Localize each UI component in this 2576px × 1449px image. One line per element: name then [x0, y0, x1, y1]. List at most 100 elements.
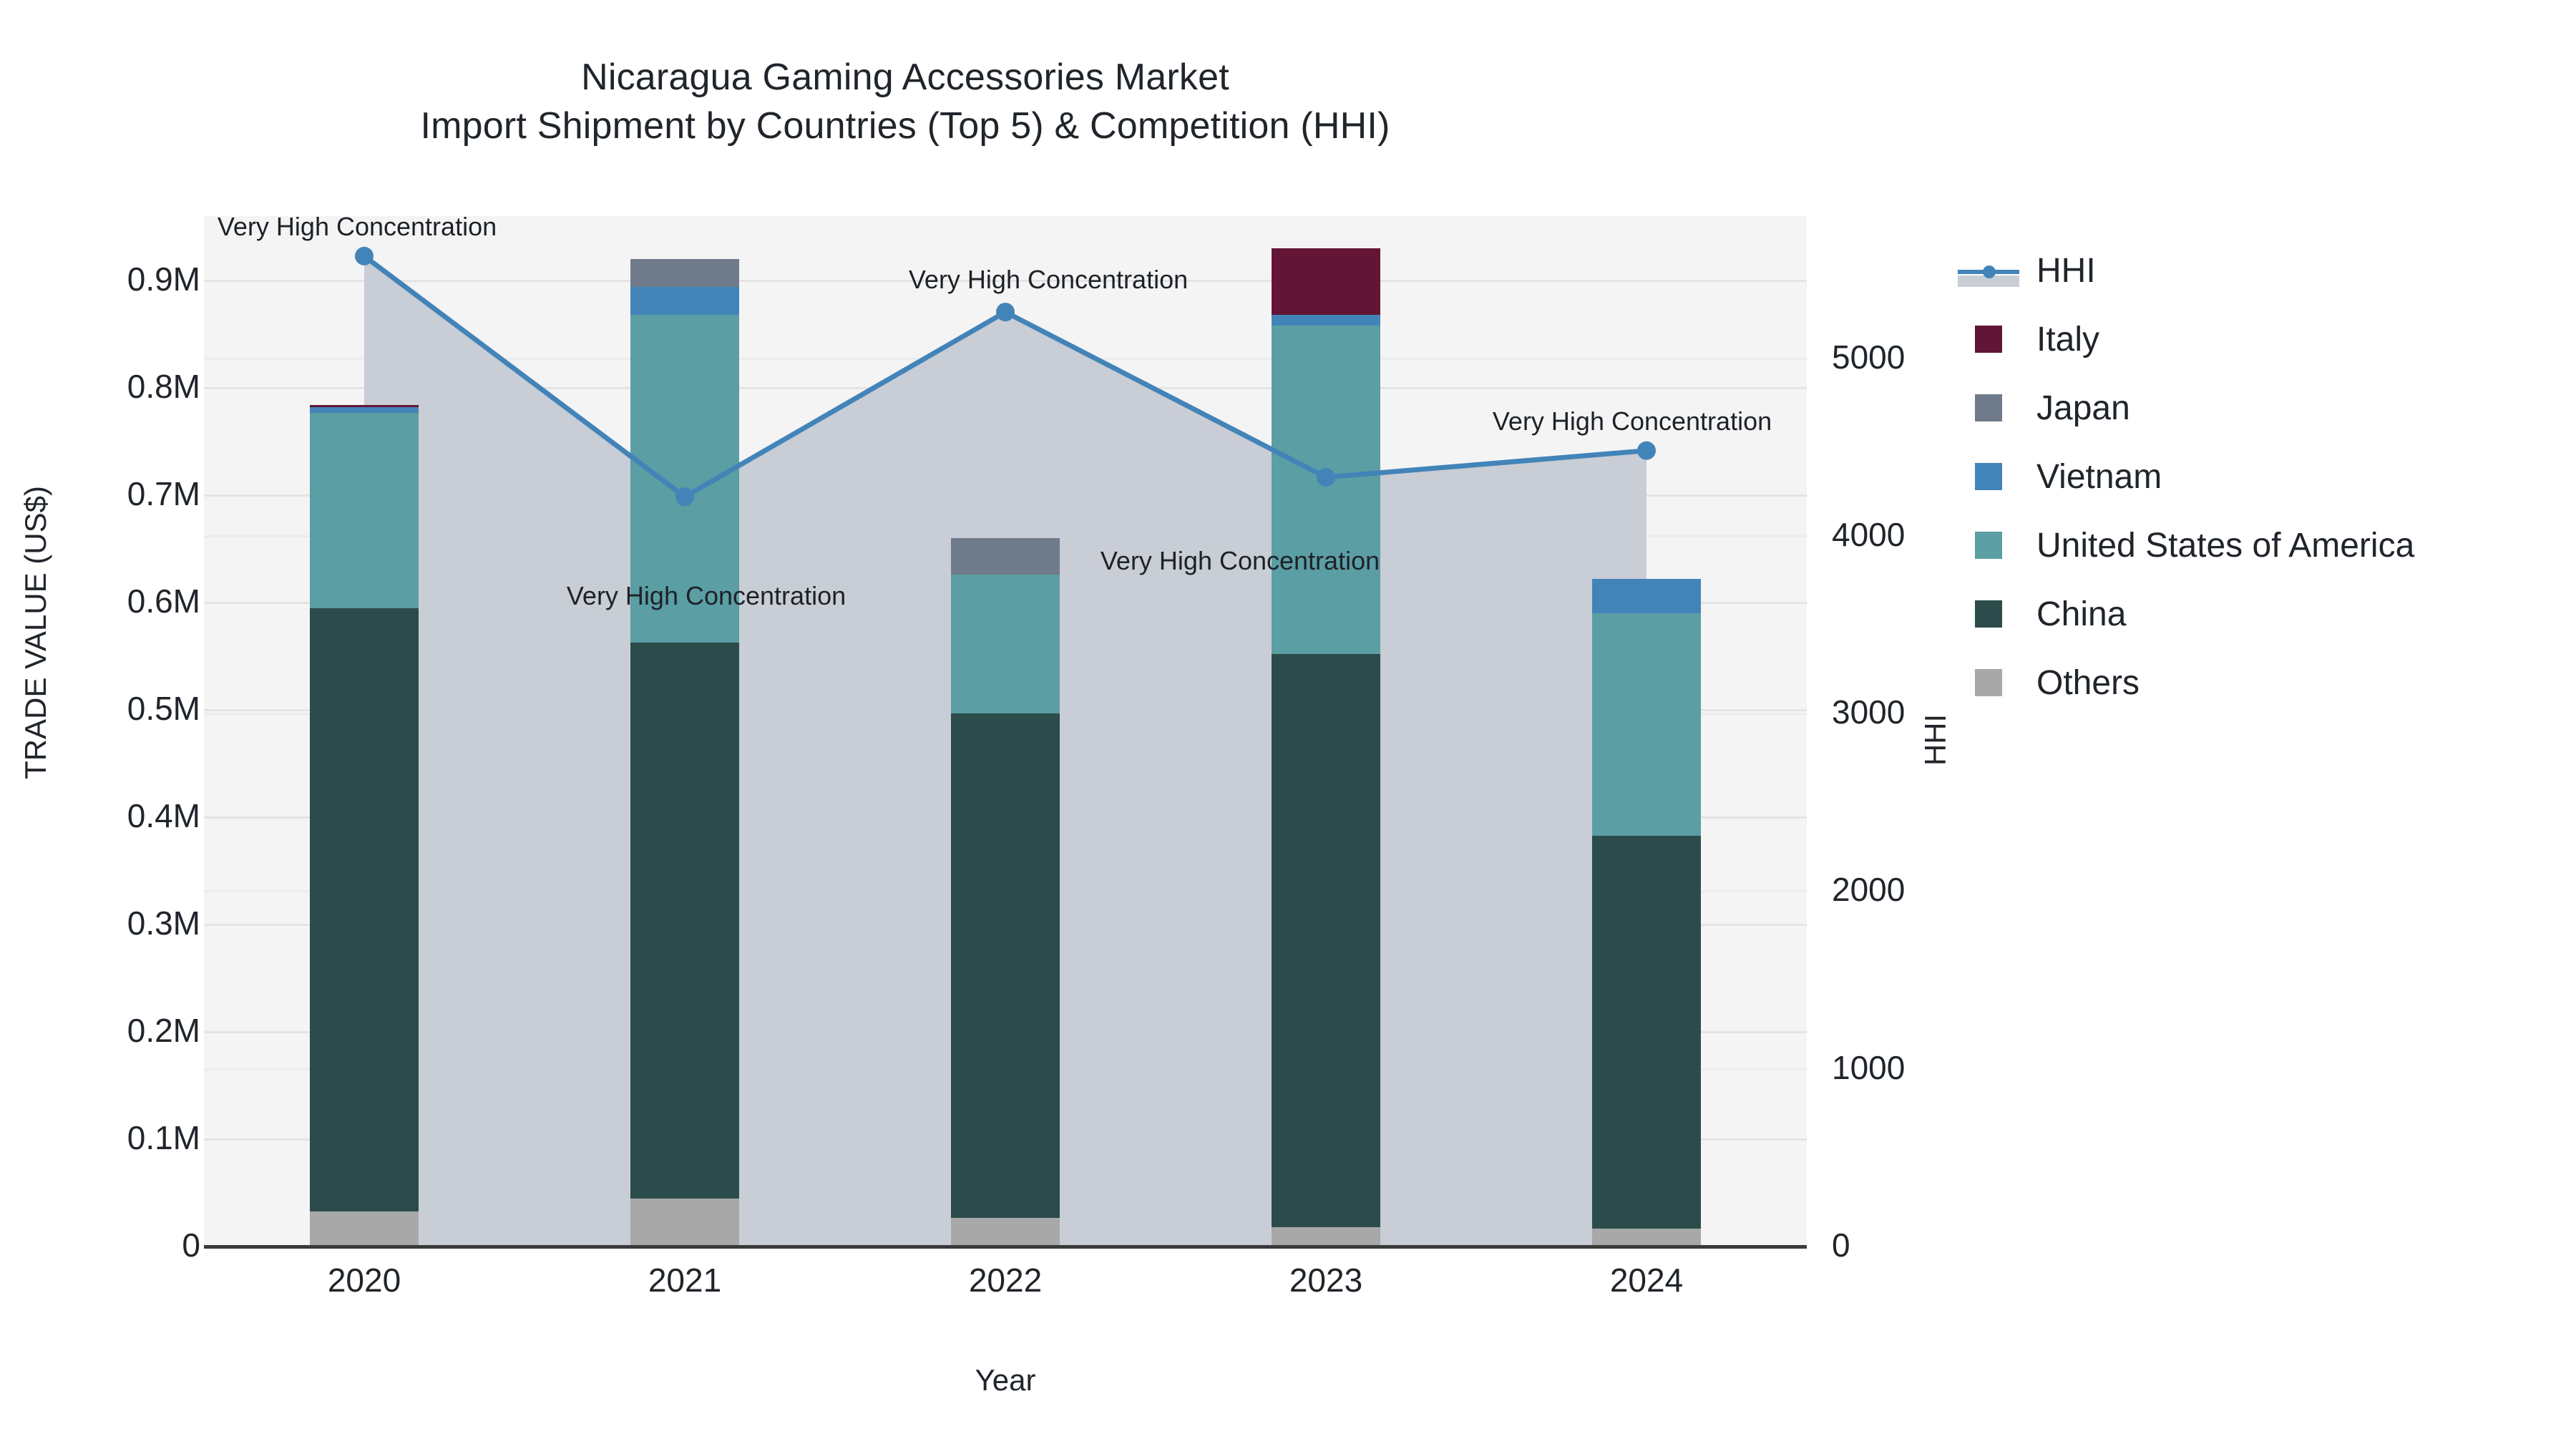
- bar-group[interactable]: [1272, 216, 1380, 1246]
- y-tick-label: 0.2M: [127, 1012, 200, 1049]
- chart-title: Nicaragua Gaming Accessories Market: [581, 57, 1229, 98]
- y2-tick-label: 0: [1832, 1226, 1850, 1264]
- bar-segment[interactable]: [1592, 1228, 1701, 1246]
- bar-series-layer: [204, 216, 1807, 1246]
- legend-item-label: Japan: [2036, 389, 2130, 427]
- x-tick-label: 2022: [968, 1262, 1043, 1299]
- bar-segment[interactable]: [310, 405, 419, 407]
- x-tick-label: 2021: [648, 1262, 722, 1299]
- legend-swatch-icon: [1953, 318, 2024, 360]
- annotations-layer: Very High Concentration Very High Concent…: [204, 212, 1807, 1246]
- bar-segment[interactable]: [1592, 613, 1701, 836]
- legend-item-label: HHI: [2036, 251, 2096, 290]
- legend-item[interactable]: Japan: [1953, 374, 2569, 442]
- y2-tick-label: 2000: [1832, 871, 1906, 909]
- bar-segment[interactable]: [951, 538, 1060, 575]
- x-axis-spine: [204, 1245, 1807, 1249]
- bar-segment[interactable]: [310, 407, 419, 413]
- y-tick-label: 0.1M: [127, 1119, 200, 1156]
- x-tick-label: 2024: [1609, 1262, 1684, 1299]
- bar-segment[interactable]: [1272, 248, 1380, 315]
- y2-tick-label: 4000: [1832, 515, 1906, 553]
- legend-color-swatch: [1975, 326, 2002, 353]
- y-tick-label: 0.5M: [127, 690, 200, 727]
- legend-color-swatch: [1975, 532, 2002, 559]
- y-tick-label: 0.8M: [127, 368, 200, 405]
- y-tick-label: 0.6M: [127, 582, 200, 620]
- bar-segment[interactable]: [630, 642, 739, 1199]
- y-tick-label: 0.3M: [127, 904, 200, 942]
- chart-title-block: Nicaragua Gaming Accessories Market Impo…: [0, 54, 1810, 150]
- y2-tick-label: 5000: [1832, 338, 1906, 376]
- hhi-data-point[interactable]: [1317, 467, 1335, 487]
- y-tick-label: 0.7M: [127, 475, 200, 512]
- hhi-annotation: Very High Concentration: [1492, 406, 1772, 436]
- y-tick-label: 0: [182, 1226, 200, 1264]
- legend-color-swatch: [1975, 463, 2002, 490]
- legend-swatch-icon: [1953, 456, 2024, 497]
- bar-segment[interactable]: [310, 1211, 419, 1246]
- legend-item-label: China: [2036, 595, 2127, 633]
- bar-segment[interactable]: [951, 713, 1060, 1218]
- bar-segment[interactable]: [1272, 654, 1380, 1227]
- hhi-annotation: Very High Concentration: [1100, 545, 1380, 575]
- bar-segment[interactable]: [630, 287, 739, 315]
- chart-legend: HHI Italy Japan Vietnam United States of Ame…: [1953, 236, 2569, 717]
- hhi-line-svg: [355, 246, 1656, 507]
- hhi-annotation: Very High Concentration: [908, 265, 1189, 295]
- hhi-annotation: Very High Concentration: [566, 581, 847, 611]
- y2-tick-label: 3000: [1832, 693, 1906, 731]
- gridline: [204, 280, 1807, 282]
- bar-segment[interactable]: [630, 259, 739, 287]
- legend-color-swatch: [1975, 394, 2002, 421]
- legend-item[interactable]: HHI: [1953, 236, 2569, 305]
- bar-group[interactable]: [951, 216, 1060, 1246]
- x-tick-label: 2020: [327, 1262, 401, 1299]
- bar-segment[interactable]: [1592, 835, 1701, 1229]
- legend-item-label: Italy: [2036, 320, 2100, 358]
- legend-item[interactable]: Vietnam: [1953, 442, 2569, 511]
- bar-segment[interactable]: [310, 608, 419, 1211]
- bar-group[interactable]: [1592, 216, 1701, 1246]
- bar-segment[interactable]: [951, 1217, 1060, 1246]
- hhi-data-point[interactable]: [1637, 441, 1656, 460]
- chart-subtitle: Import Shipment by Countries (Top 5) & C…: [420, 104, 1390, 147]
- bar-segment[interactable]: [630, 1198, 739, 1246]
- legend-item[interactable]: Italy: [1953, 305, 2569, 374]
- bar-segment[interactable]: [310, 412, 419, 608]
- x-axis-title: Year: [975, 1363, 1036, 1397]
- legend-line-marker: [1983, 265, 1996, 278]
- x-tick-label: 2023: [1289, 1262, 1363, 1299]
- legend-swatch-icon: [1953, 662, 2024, 703]
- hhi-data-point[interactable]: [996, 303, 1015, 322]
- bar-group[interactable]: [310, 216, 419, 1246]
- y-tick-label: 0.9M: [127, 260, 200, 298]
- legend-item[interactable]: United States of America: [1953, 511, 2569, 580]
- legend-item[interactable]: China: [1953, 580, 2569, 648]
- y2-tick-label: 1000: [1832, 1048, 1906, 1086]
- bar-segment[interactable]: [1272, 315, 1380, 326]
- bar-group[interactable]: [630, 216, 739, 1246]
- legend-item-label: Vietnam: [2036, 457, 2162, 496]
- legend-item-label: Others: [2036, 663, 2140, 702]
- legend-line-icon: [1953, 250, 2024, 291]
- y2-axis-title: HHI: [1918, 713, 1952, 766]
- legend-color-swatch: [1975, 600, 2002, 628]
- legend-swatch-icon: [1953, 387, 2024, 429]
- hhi-annotation: Very High Concentration: [217, 211, 497, 241]
- bar-segment[interactable]: [1272, 326, 1380, 654]
- hhi-line-layer: [204, 216, 1807, 1246]
- hhi-data-point[interactable]: [675, 487, 694, 507]
- bar-segment[interactable]: [1272, 1227, 1380, 1246]
- y-tick-label: 0.4M: [127, 797, 200, 834]
- bar-segment[interactable]: [951, 575, 1060, 713]
- plot-area: Very High Concentration Very High Concent…: [204, 212, 1807, 1248]
- legend-item[interactable]: Others: [1953, 648, 2569, 717]
- legend-swatch-icon: [1953, 525, 2024, 566]
- legend-swatch-icon: [1953, 593, 2024, 635]
- bar-segment[interactable]: [1592, 579, 1701, 613]
- legend-item-label: United States of America: [2036, 526, 2415, 565]
- hhi-data-point[interactable]: [355, 246, 374, 265]
- legend-color-swatch: [1975, 669, 2002, 696]
